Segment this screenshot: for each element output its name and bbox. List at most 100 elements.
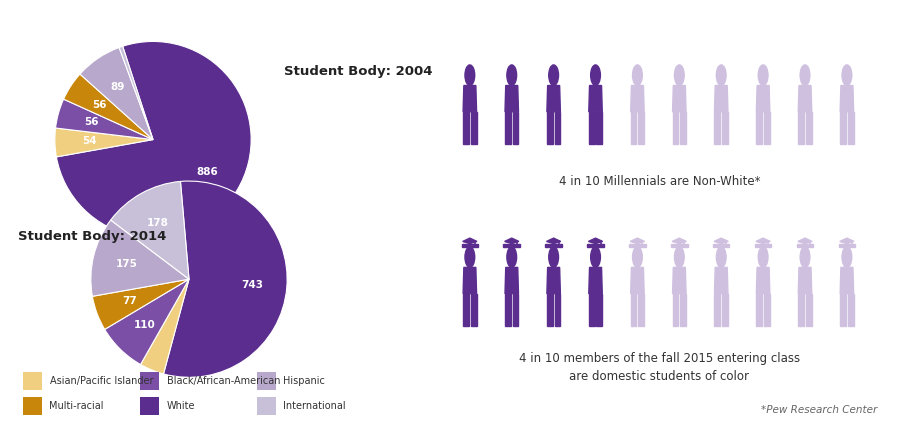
Polygon shape — [589, 85, 602, 112]
Polygon shape — [597, 112, 602, 144]
Polygon shape — [631, 112, 636, 144]
Text: 54: 54 — [82, 137, 96, 146]
Polygon shape — [464, 85, 477, 112]
Polygon shape — [464, 294, 469, 326]
Polygon shape — [505, 112, 511, 144]
Polygon shape — [841, 85, 853, 112]
Wedge shape — [55, 128, 153, 157]
Text: 89: 89 — [110, 82, 124, 92]
Bar — [629, 244, 645, 247]
Text: Student Body: 2004: Student Body: 2004 — [284, 66, 432, 78]
Polygon shape — [547, 267, 561, 294]
Polygon shape — [547, 294, 553, 326]
Polygon shape — [715, 294, 720, 326]
Text: 110: 110 — [133, 320, 155, 330]
Wedge shape — [57, 41, 251, 238]
Polygon shape — [638, 112, 644, 144]
Wedge shape — [56, 99, 153, 140]
Wedge shape — [119, 46, 153, 140]
Polygon shape — [722, 294, 728, 326]
Text: 56: 56 — [85, 118, 99, 127]
Polygon shape — [715, 267, 728, 294]
Bar — [588, 244, 604, 247]
Polygon shape — [554, 294, 561, 326]
Polygon shape — [680, 294, 686, 326]
Text: White: White — [166, 401, 195, 411]
Polygon shape — [513, 112, 518, 144]
Polygon shape — [764, 112, 770, 144]
Polygon shape — [806, 112, 812, 144]
Polygon shape — [471, 294, 477, 326]
Polygon shape — [798, 267, 812, 294]
Polygon shape — [630, 238, 644, 244]
Bar — [839, 244, 855, 247]
Wedge shape — [111, 181, 189, 279]
Text: 178: 178 — [148, 218, 169, 228]
Bar — [503, 244, 520, 247]
Wedge shape — [80, 47, 153, 140]
Polygon shape — [715, 112, 720, 144]
Circle shape — [674, 65, 684, 85]
Polygon shape — [798, 294, 804, 326]
Polygon shape — [589, 294, 595, 326]
Circle shape — [590, 65, 600, 85]
Circle shape — [842, 247, 851, 267]
Text: 4 in 10 members of the fall 2015 entering class: 4 in 10 members of the fall 2015 enterin… — [519, 352, 800, 365]
Text: Asian/Pacific Islander: Asian/Pacific Islander — [50, 376, 153, 386]
Text: *Pew Research Center: *Pew Research Center — [761, 404, 878, 415]
Text: 77: 77 — [122, 297, 137, 306]
Polygon shape — [756, 267, 770, 294]
Text: Multi-racial: Multi-racial — [50, 401, 104, 411]
Text: 4 in 10 Millennials are Non-White*: 4 in 10 Millennials are Non-White* — [559, 175, 760, 188]
Wedge shape — [164, 181, 287, 377]
Polygon shape — [547, 112, 553, 144]
Polygon shape — [589, 238, 603, 244]
Polygon shape — [505, 267, 518, 294]
Polygon shape — [546, 238, 561, 244]
Polygon shape — [463, 238, 477, 244]
Circle shape — [507, 247, 517, 267]
Polygon shape — [680, 112, 686, 144]
Wedge shape — [104, 279, 189, 365]
Circle shape — [465, 65, 474, 85]
Circle shape — [633, 247, 643, 267]
Polygon shape — [756, 85, 770, 112]
Polygon shape — [841, 294, 846, 326]
Polygon shape — [505, 85, 518, 112]
Text: 886: 886 — [197, 168, 219, 177]
Polygon shape — [672, 85, 686, 112]
Polygon shape — [798, 85, 812, 112]
Polygon shape — [714, 238, 728, 244]
Text: are domestic students of color: are domestic students of color — [570, 370, 750, 383]
Circle shape — [633, 65, 643, 85]
Polygon shape — [841, 267, 853, 294]
Polygon shape — [722, 112, 728, 144]
Polygon shape — [806, 294, 812, 326]
Polygon shape — [631, 267, 644, 294]
Polygon shape — [672, 112, 679, 144]
Polygon shape — [756, 238, 770, 244]
Bar — [796, 244, 814, 247]
Polygon shape — [840, 238, 854, 244]
Text: 56: 56 — [93, 100, 107, 110]
Polygon shape — [638, 294, 644, 326]
Bar — [462, 244, 478, 247]
Polygon shape — [631, 85, 644, 112]
Polygon shape — [672, 267, 686, 294]
Polygon shape — [715, 85, 728, 112]
Text: 743: 743 — [241, 280, 264, 290]
Circle shape — [800, 65, 810, 85]
Circle shape — [758, 65, 768, 85]
Circle shape — [842, 65, 851, 85]
Polygon shape — [756, 294, 762, 326]
Polygon shape — [554, 112, 561, 144]
Polygon shape — [672, 238, 687, 244]
Polygon shape — [848, 294, 853, 326]
Polygon shape — [631, 294, 636, 326]
Text: Student Body: 2014: Student Body: 2014 — [18, 231, 166, 243]
Circle shape — [549, 247, 559, 267]
Polygon shape — [513, 294, 518, 326]
Polygon shape — [764, 294, 770, 326]
Polygon shape — [756, 112, 762, 144]
Wedge shape — [91, 220, 189, 296]
